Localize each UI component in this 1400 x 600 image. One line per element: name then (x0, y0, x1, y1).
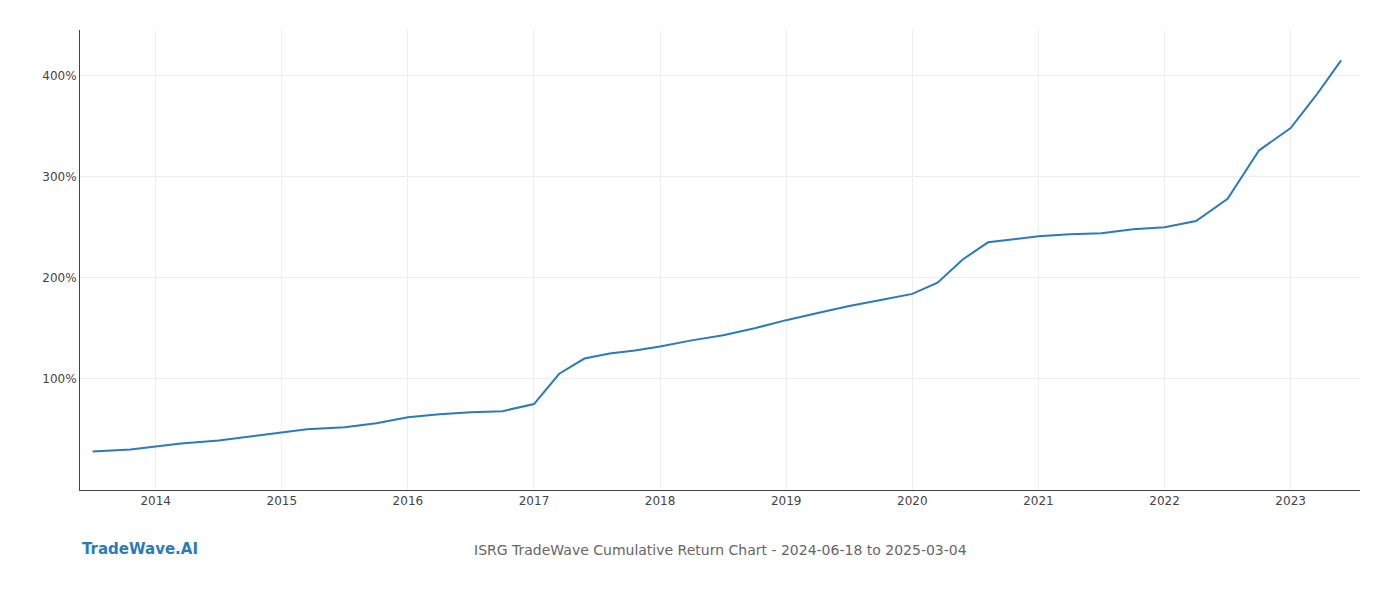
svg-text:2017: 2017 (519, 494, 550, 508)
svg-text:2020: 2020 (897, 494, 928, 508)
svg-text:ISRG TradeWave Cumulative Retu: ISRG TradeWave Cumulative Return Chart -… (474, 542, 967, 558)
svg-text:2018: 2018 (645, 494, 676, 508)
svg-text:300%: 300% (42, 170, 76, 184)
svg-text:2015: 2015 (266, 494, 297, 508)
svg-text:100%: 100% (42, 372, 76, 386)
svg-text:2016: 2016 (393, 494, 424, 508)
svg-text:400%: 400% (42, 69, 76, 83)
svg-text:2019: 2019 (771, 494, 802, 508)
svg-text:2022: 2022 (1149, 494, 1180, 508)
svg-text:TradeWave.AI: TradeWave.AI (82, 540, 198, 558)
svg-text:2023: 2023 (1275, 494, 1306, 508)
svg-text:2021: 2021 (1023, 494, 1054, 508)
svg-text:200%: 200% (42, 271, 76, 285)
svg-text:2014: 2014 (140, 494, 171, 508)
